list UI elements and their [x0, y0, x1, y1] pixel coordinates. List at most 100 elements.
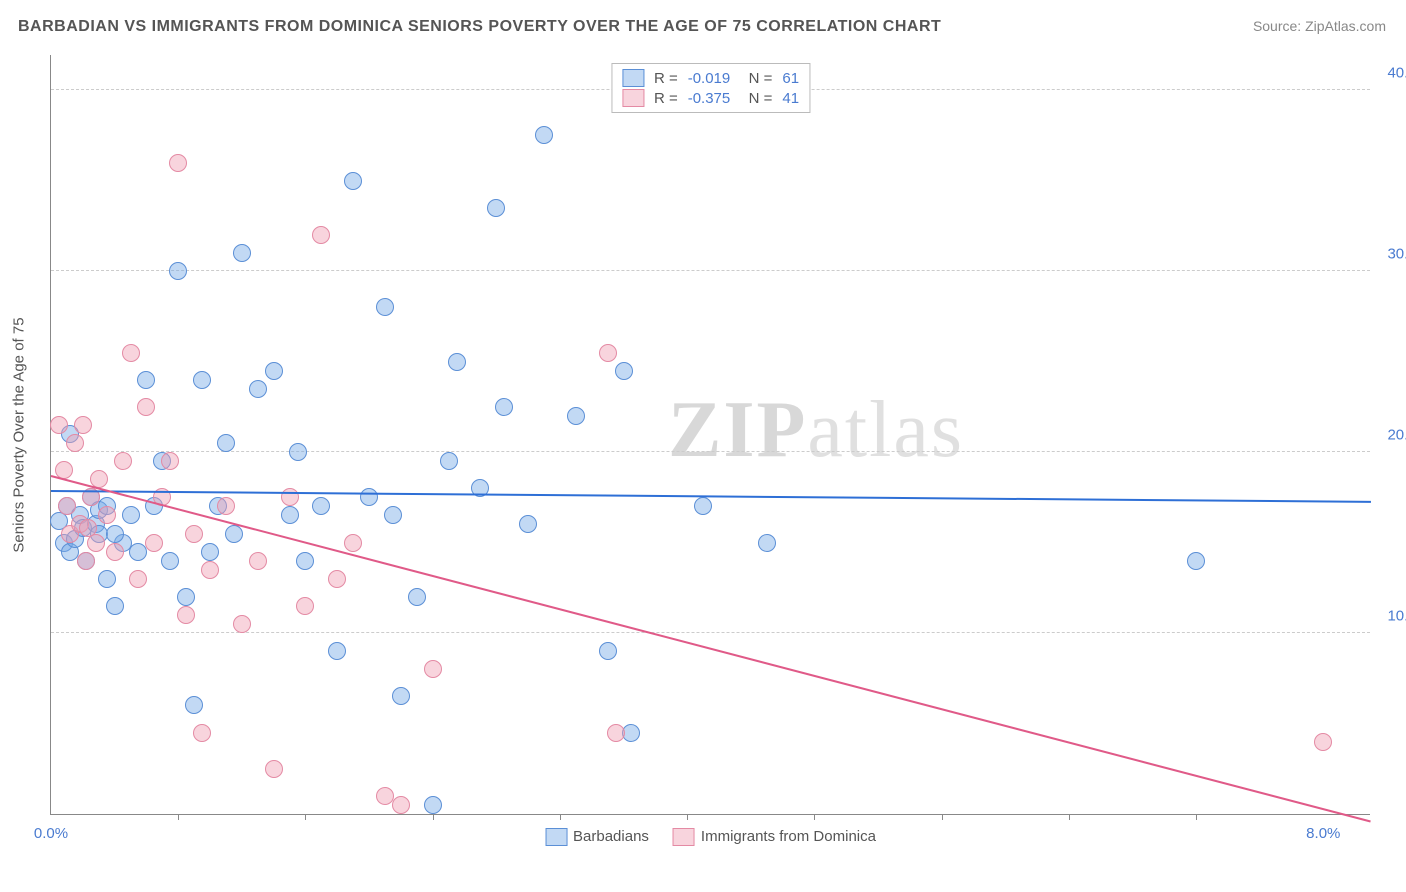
data-point [185, 525, 203, 543]
data-point [622, 724, 640, 742]
data-point [185, 696, 203, 714]
data-point [193, 724, 211, 742]
trend-line [51, 475, 1371, 823]
data-point [249, 552, 267, 570]
data-point [74, 416, 92, 434]
data-point [607, 724, 625, 742]
data-point [448, 353, 466, 371]
legend-label: Barbadians [573, 828, 649, 845]
chart-container: BARBADIAN VS IMMIGRANTS FROM DOMINICA SE… [0, 0, 1406, 892]
gridline-h [51, 270, 1370, 271]
y-tick-label: 30.0% [1375, 246, 1406, 263]
data-point [177, 606, 195, 624]
x-tick-label: 0.0% [34, 825, 68, 842]
data-point [77, 552, 95, 570]
legend-swatch [545, 828, 567, 846]
data-point [281, 506, 299, 524]
data-point [161, 452, 179, 470]
legend-stats: R = -0.019 N = 61R = -0.375 N = 41 [611, 63, 810, 113]
x-tick [942, 814, 943, 820]
legend-n-value: 61 [782, 70, 799, 87]
data-point [177, 588, 195, 606]
y-axis-label: Seniors Poverty Over the Age of 75 [11, 317, 28, 552]
data-point [519, 515, 537, 533]
data-point [296, 597, 314, 615]
data-point [1187, 552, 1205, 570]
legend-n-label: N = [740, 70, 772, 87]
x-tick [814, 814, 815, 820]
legend-n-value: 41 [782, 90, 799, 107]
legend-item: Barbadians [545, 828, 649, 846]
data-point [145, 534, 163, 552]
legend-swatch [622, 89, 644, 107]
data-point [106, 525, 124, 543]
source-label: Source: ZipAtlas.com [1253, 18, 1386, 34]
data-point [392, 687, 410, 705]
watermark-rest: atlas [807, 385, 964, 473]
data-point [193, 371, 211, 389]
x-tick-label: 8.0% [1306, 825, 1340, 842]
data-point [376, 298, 394, 316]
legend-swatch [622, 69, 644, 87]
data-point [79, 519, 97, 537]
data-point [129, 570, 147, 588]
x-tick [433, 814, 434, 820]
y-tick-label: 20.0% [1375, 427, 1406, 444]
legend-swatch [673, 828, 695, 846]
data-point [408, 588, 426, 606]
y-tick-label: 10.0% [1375, 608, 1406, 625]
data-point [599, 344, 617, 362]
data-point [599, 642, 617, 660]
data-point [137, 398, 155, 416]
data-point [312, 226, 330, 244]
legend-series: Barbadians Immigrants from Dominica [545, 828, 876, 846]
data-point [58, 497, 76, 515]
x-tick [560, 814, 561, 820]
data-point [328, 570, 346, 588]
data-point [424, 660, 442, 678]
gridline-h [51, 632, 1370, 633]
data-point [225, 525, 243, 543]
watermark-bold: ZIP [668, 385, 807, 473]
data-point [289, 443, 307, 461]
x-tick [305, 814, 306, 820]
data-point [106, 543, 124, 561]
data-point [312, 497, 330, 515]
data-point [424, 796, 442, 814]
data-point [344, 534, 362, 552]
data-point [615, 362, 633, 380]
data-point [66, 434, 84, 452]
x-tick [1069, 814, 1070, 820]
data-point [694, 497, 712, 515]
data-point [201, 543, 219, 561]
x-tick [687, 814, 688, 820]
data-point [233, 244, 251, 262]
data-point [169, 262, 187, 280]
data-point [535, 126, 553, 144]
gridline-h [51, 451, 1370, 452]
data-point [265, 362, 283, 380]
legend-r-label: R = [654, 90, 678, 107]
data-point [758, 534, 776, 552]
data-point [487, 199, 505, 217]
data-point [217, 434, 235, 452]
legend-item: Immigrants from Dominica [673, 828, 876, 846]
data-point [114, 452, 132, 470]
plot-area: ZIPatlas Seniors Poverty Over the Age of… [50, 55, 1370, 815]
data-point [233, 615, 251, 633]
data-point [567, 407, 585, 425]
data-point [344, 172, 362, 190]
data-point [129, 543, 147, 561]
data-point [98, 570, 116, 588]
x-tick [178, 814, 179, 820]
data-point [296, 552, 314, 570]
data-point [440, 452, 458, 470]
data-point [384, 506, 402, 524]
data-point [328, 642, 346, 660]
x-tick [1196, 814, 1197, 820]
legend-r-value: -0.375 [688, 90, 731, 107]
data-point [201, 561, 219, 579]
data-point [392, 796, 410, 814]
data-point [137, 371, 155, 389]
data-point [98, 506, 116, 524]
